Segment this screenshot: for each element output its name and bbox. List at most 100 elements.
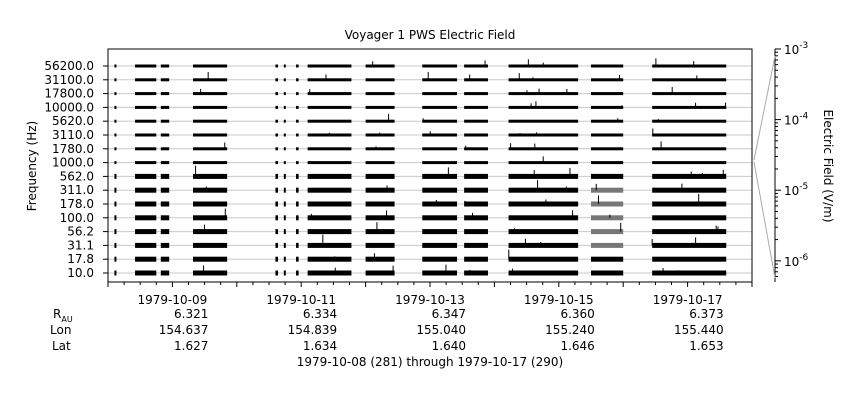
data-band <box>652 187 727 193</box>
data-band <box>508 201 579 207</box>
data-band <box>422 105 458 109</box>
data-band <box>296 119 299 123</box>
data-band <box>652 64 727 68</box>
ephemeris-row-label: RAU <box>53 307 73 324</box>
data-band <box>114 119 117 123</box>
channel-label: 311.0 <box>60 183 94 197</box>
data-band <box>591 92 624 96</box>
data-band <box>307 78 352 82</box>
data-band <box>508 256 579 262</box>
plot-frame <box>107 48 753 283</box>
data-band <box>464 64 488 68</box>
y2-tick-label: 10-3 <box>784 41 808 57</box>
data-band <box>275 242 279 248</box>
data-band <box>591 256 624 262</box>
x-tick-label: 1979-10-17 <box>653 293 723 307</box>
channel-label: 5620.0 <box>52 114 94 128</box>
chart-title: Voyager 1 PWS Electric Field <box>345 28 516 42</box>
data-band <box>193 173 228 179</box>
data-band <box>652 78 727 82</box>
data-band <box>422 173 458 179</box>
data-band <box>296 270 299 276</box>
data-band <box>464 133 488 137</box>
data-band <box>160 256 170 262</box>
x-tick-label: 1979-10-11 <box>266 293 336 307</box>
channel-labels: 56200.031100.017800.010000.05620.03110.0… <box>44 59 108 280</box>
channel-label: 1000.0 <box>52 156 94 170</box>
data-band <box>283 64 286 68</box>
data-band <box>307 215 352 221</box>
data-band <box>365 147 395 151</box>
data-band <box>135 64 157 68</box>
data-band <box>275 119 279 123</box>
data-band <box>193 64 228 68</box>
ephemeris-value: 6.373 <box>689 307 723 321</box>
data-band <box>652 161 727 165</box>
data-band <box>464 119 488 123</box>
data-band <box>365 78 395 82</box>
data-band <box>135 119 157 123</box>
data-band <box>464 173 488 179</box>
data-band <box>135 92 157 96</box>
ephemeris-value: 1.627 <box>174 339 208 353</box>
data-band <box>114 147 117 151</box>
data-band <box>135 201 157 207</box>
data-band <box>464 187 488 193</box>
data-band <box>464 78 488 82</box>
data-band <box>114 256 117 262</box>
data-band <box>283 173 286 179</box>
ephemeris-value: 155.440 <box>674 323 724 337</box>
data-band <box>275 161 279 165</box>
data-band <box>275 173 279 179</box>
data-band <box>193 133 228 137</box>
data-band <box>365 270 395 276</box>
y2-axis-label: Electric Field (V/m) <box>821 109 835 222</box>
data-band <box>296 105 299 109</box>
data-band <box>193 201 228 207</box>
y-axis-label: Frequency (Hz) <box>25 121 39 212</box>
data-band <box>160 242 170 248</box>
ephemeris-value: 1.646 <box>560 339 594 353</box>
data-band <box>464 92 488 96</box>
ephemeris-value: 6.347 <box>432 307 466 321</box>
data-band <box>114 229 117 235</box>
channel-label: 56200.0 <box>44 59 94 73</box>
data-band <box>160 215 170 221</box>
data-band <box>160 147 170 151</box>
data-band <box>296 215 299 221</box>
data-band <box>464 229 488 235</box>
data-band <box>275 229 279 235</box>
data-band <box>422 256 458 262</box>
channel-label: 10.0 <box>67 266 94 280</box>
data-band <box>591 147 624 151</box>
data-band <box>652 173 727 179</box>
data-band <box>160 229 170 235</box>
data-band <box>307 147 352 151</box>
data-band <box>422 201 458 207</box>
y2-tick-label: 10-5 <box>784 182 808 198</box>
data-band <box>296 173 299 179</box>
data-band <box>283 229 286 235</box>
data-band <box>464 105 488 109</box>
data-band <box>464 215 488 221</box>
x-axis: 1979-10-09 1979-10-11 1979-10-13 1979-10-15… <box>107 282 753 307</box>
data-band <box>160 92 170 96</box>
data-band <box>508 215 579 221</box>
ephemeris-value: 154.839 <box>288 323 338 337</box>
data-band <box>135 161 157 165</box>
data-band <box>591 173 624 179</box>
ephemeris-value: 155.240 <box>545 323 595 337</box>
ephemeris-value: 154.637 <box>159 323 209 337</box>
data-band <box>307 161 352 165</box>
data-band <box>422 78 458 82</box>
data-band <box>114 78 117 82</box>
data-band <box>160 173 170 179</box>
data-band <box>135 147 157 151</box>
data-band <box>135 242 157 248</box>
data-band <box>422 161 458 165</box>
data-band <box>307 173 352 179</box>
data-band <box>652 201 727 207</box>
